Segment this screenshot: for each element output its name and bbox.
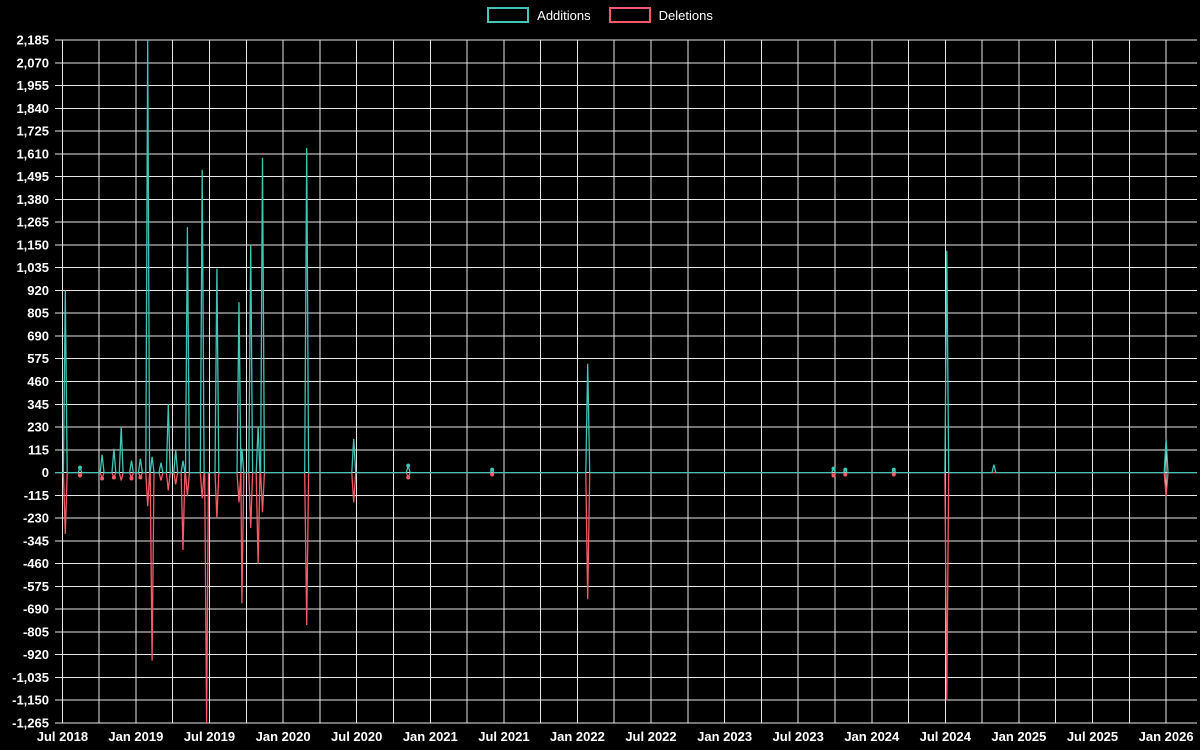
y-tick-label: 115 xyxy=(28,442,49,457)
y-tick-label: 1,265 xyxy=(16,215,49,230)
y-tick-label: -1,035 xyxy=(12,670,49,685)
y-tick-label: -1,150 xyxy=(12,693,49,708)
y-tick-label: 805 xyxy=(27,306,49,321)
chart-legend: Additions Deletions xyxy=(0,7,1200,23)
data-point-dot xyxy=(891,472,896,477)
y-tick-label: -575 xyxy=(23,579,49,594)
x-tick-label: Jul 2023 xyxy=(773,729,824,744)
data-point-dot xyxy=(490,467,495,472)
y-tick-label: -805 xyxy=(23,624,49,639)
additions-swatch xyxy=(487,7,530,23)
x-tick-label: Jan 2021 xyxy=(403,729,458,744)
y-tick-label: -230 xyxy=(23,511,49,526)
x-tick-label: Jan 2024 xyxy=(844,729,900,744)
y-tick-label: 460 xyxy=(27,374,49,389)
y-tick-label: 2,185 xyxy=(16,33,49,48)
data-point-dot xyxy=(129,476,134,481)
data-point-dot xyxy=(138,475,143,480)
legend-item-additions[interactable]: Additions xyxy=(487,7,591,23)
additions-legend-label: Additions xyxy=(537,7,591,23)
x-tick-label: Jul 2019 xyxy=(184,729,235,744)
data-point-dot xyxy=(111,475,116,480)
y-tick-label: 230 xyxy=(27,420,49,435)
y-tick-label: 1,035 xyxy=(16,260,49,275)
y-tick-label: 1,495 xyxy=(16,169,49,184)
x-tick-label: Jan 2026 xyxy=(1139,729,1194,744)
data-point-dot xyxy=(843,472,848,477)
y-tick-label: 920 xyxy=(27,283,49,298)
x-tick-label: Jul 2024 xyxy=(920,729,972,744)
deletions-line xyxy=(55,471,1197,723)
y-tick-label: 575 xyxy=(27,351,49,366)
x-tick-label: Jul 2021 xyxy=(478,729,529,744)
y-tick-label: 1,610 xyxy=(16,146,49,161)
data-point-dot xyxy=(100,476,105,481)
x-tick-label: Jul 2020 xyxy=(331,729,382,744)
y-tick-label: -690 xyxy=(23,602,49,617)
y-tick-label: 1,150 xyxy=(16,237,49,252)
x-tick-label: Jan 2022 xyxy=(550,729,605,744)
y-tick-label: 1,380 xyxy=(16,192,49,207)
x-tick-label: Jul 2018 xyxy=(37,729,88,744)
y-tick-label: -460 xyxy=(23,556,49,571)
y-tick-label: 1,955 xyxy=(16,78,49,93)
data-point-dot xyxy=(78,473,82,478)
data-point-dot xyxy=(78,465,82,470)
data-point-dot xyxy=(406,463,411,468)
y-tick-label: -115 xyxy=(24,488,49,503)
legend-item-deletions[interactable]: Deletions xyxy=(608,7,713,23)
y-tick-label: 0 xyxy=(42,465,49,480)
x-tick-label: Jan 2025 xyxy=(991,729,1046,744)
y-tick-label: -1,265 xyxy=(12,716,49,731)
y-tick-label: 1,725 xyxy=(16,124,49,139)
x-tick-label: Jan 2023 xyxy=(697,729,752,744)
x-tick-label: Jul 2022 xyxy=(625,729,676,744)
x-tick-label: Jan 2020 xyxy=(256,729,311,744)
additions-line xyxy=(55,40,1197,474)
data-point-dot xyxy=(843,467,848,472)
data-point-dot xyxy=(831,466,836,471)
data-point-dot xyxy=(831,473,836,478)
data-point-dot xyxy=(891,467,896,472)
y-tick-label: -920 xyxy=(23,647,49,662)
y-tick-label: 345 xyxy=(27,397,49,412)
axis-labels: -1,265 -1,150 -1,035 -920 -805 -690 -575 -460 -3… xyxy=(12,33,1193,745)
x-tick-label: Jul 2025 xyxy=(1067,729,1118,744)
deletions-swatch xyxy=(608,7,651,23)
y-tick-label: 1,840 xyxy=(16,101,49,116)
data-point-dot xyxy=(490,472,495,477)
x-tick-label: Jan 2019 xyxy=(108,729,163,744)
y-tick-label: -345 xyxy=(23,533,49,548)
y-tick-label: 2,070 xyxy=(16,55,49,70)
gridlines xyxy=(55,39,1197,724)
deletions-legend-label: Deletions xyxy=(658,7,713,23)
data-point-dot xyxy=(406,475,411,480)
y-tick-label: 690 xyxy=(27,329,49,344)
